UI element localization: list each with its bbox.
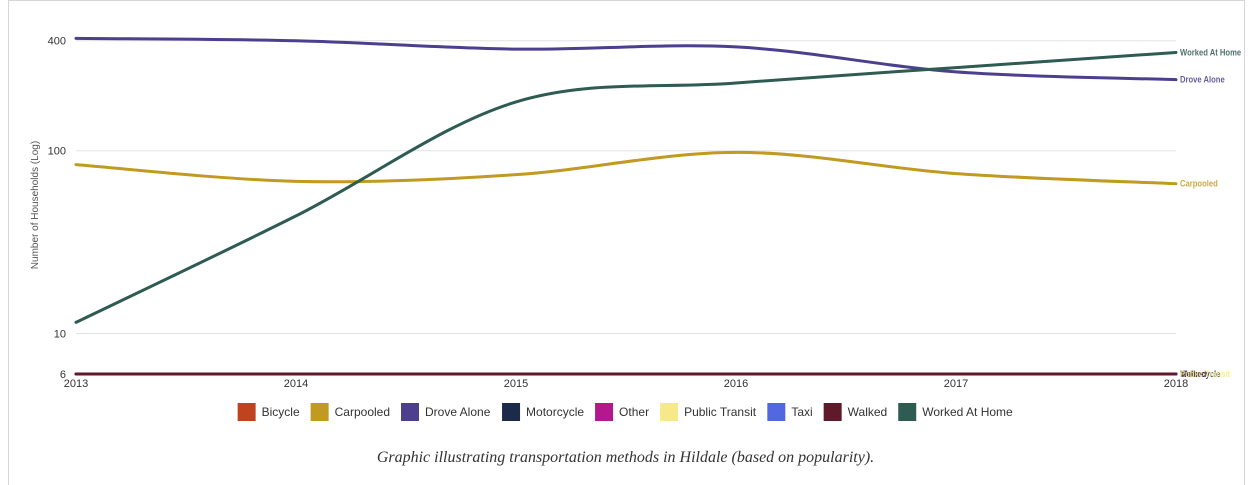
x-tick-label: 2016 [724, 378, 748, 390]
legend: Bicycle Carpooled Drove Alone Motorcycle Oth… [237, 403, 1013, 421]
series-line-carpooled [74, 150, 1178, 186]
legend-swatch [502, 403, 521, 421]
series-line-worked-at-home [74, 50, 1178, 324]
legend-swatch [595, 403, 614, 421]
end-label: Worked At Home [1180, 47, 1241, 58]
x-tick-label: 2017 [944, 378, 968, 390]
legend-label: Walked [848, 405, 888, 419]
x-tick-label: 2013 [64, 378, 88, 390]
legend-label: Drove Alone [425, 405, 491, 419]
legend-item-public-transit: Public Transit [660, 403, 757, 421]
x-axis: 2013 2014 2015 2016 2017 2018 [64, 378, 1188, 390]
end-label: Drove Alone [1180, 74, 1225, 85]
series-lines [74, 36, 1178, 376]
legend-item-motorcycle: Motorcycle [502, 403, 584, 421]
end-label: Motorcycle [1180, 368, 1221, 379]
y-axis: 400 100 10 6 [48, 36, 66, 381]
legend-swatch [310, 403, 329, 421]
legend-label: Other [619, 405, 649, 419]
legend-item-carpooled: Carpooled [310, 403, 390, 421]
x-tick-label: 2015 [504, 378, 528, 390]
end-label: Carpooled [1180, 178, 1218, 189]
y-tick-label: 10 [54, 328, 66, 340]
chart-frame [8, 0, 1245, 485]
end-label: Public Transit [1180, 368, 1230, 379]
legend-swatch [660, 403, 679, 421]
line-chart: 400 100 10 6 2013 2014 2015 2016 2017 2018 Numbe… [30, 36, 1241, 421]
legend-swatch [898, 403, 917, 421]
y-tick-label: 6 [60, 369, 66, 381]
legend-swatch [823, 403, 842, 421]
legend-item-walked: Walked [823, 403, 888, 421]
legend-label: Taxi [791, 405, 812, 419]
x-tick-label: 2018 [1164, 378, 1188, 390]
legend-swatch [767, 403, 786, 421]
legend-item-other: Other [595, 403, 649, 421]
figure-caption: Graphic illustrating transportation meth… [376, 449, 875, 466]
gridlines [76, 40, 1176, 334]
legend-swatch [237, 403, 256, 421]
series-end-labels: Worked At Home Drove Alone Carpooled Walked… [1180, 47, 1241, 379]
legend-label: Motorcycle [526, 405, 584, 419]
y-tick-label: 100 [48, 146, 66, 158]
x-tick-label: 2014 [284, 378, 308, 390]
legend-label: Worked At Home [922, 405, 1013, 419]
end-label: Walked [1180, 368, 1206, 379]
legend-label: Public Transit [684, 405, 757, 419]
legend-item-worked-at-home: Worked At Home [898, 403, 1013, 421]
y-tick-label: 400 [48, 36, 66, 48]
series-line-drove-alone [74, 36, 1178, 82]
legend-item-taxi: Taxi [767, 403, 813, 421]
legend-swatch [401, 403, 420, 421]
y-axis-label: Number of Households (Log) [30, 141, 41, 269]
legend-item-bicycle: Bicycle [237, 403, 300, 421]
legend-label: Bicycle [262, 405, 300, 419]
legend-label: Carpooled [335, 405, 390, 419]
legend-item-drove-alone: Drove Alone [401, 403, 491, 421]
